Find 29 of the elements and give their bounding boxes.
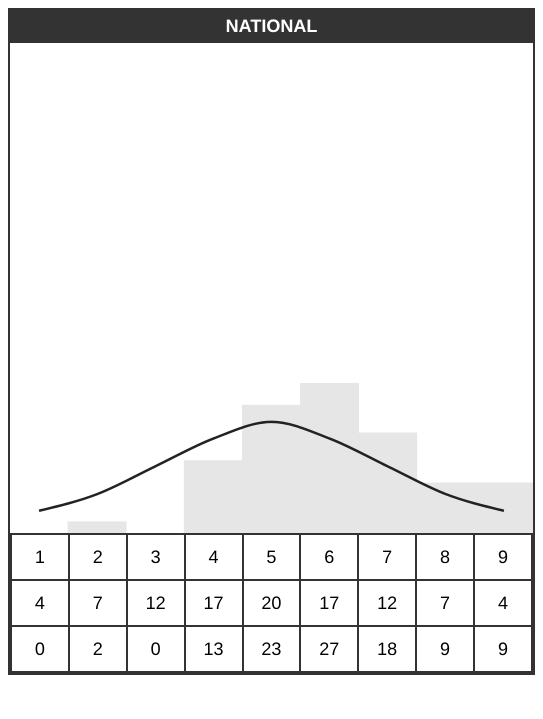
- chart-title: NATIONAL: [10, 10, 533, 43]
- data-label: 2: [68, 626, 127, 672]
- x-tick-label: 3: [126, 534, 185, 580]
- data-label: 4: [11, 580, 69, 626]
- x-tick-label: 2: [68, 534, 127, 580]
- x-tick-label: 4: [184, 534, 242, 580]
- data-label: 12: [358, 580, 416, 626]
- data-label: 12: [126, 580, 185, 626]
- x-tick-label: 5: [242, 534, 300, 580]
- data-label: 7: [416, 580, 474, 626]
- data-label: 9: [474, 626, 532, 672]
- data-label: 17: [300, 580, 358, 626]
- x-tick-label: 7: [358, 534, 416, 580]
- data-label: 7: [68, 580, 127, 626]
- bar: [68, 521, 127, 533]
- data-label: 17: [184, 580, 242, 626]
- data-label: 23: [242, 626, 300, 672]
- data-label: 0: [11, 626, 69, 672]
- data-label: 18: [358, 626, 416, 672]
- x-tick-label: 6: [300, 534, 358, 580]
- data-label: 0: [126, 626, 185, 672]
- x-tick-label: 8: [416, 534, 474, 580]
- data-label: 4: [474, 580, 532, 626]
- x-tick-label: 1: [11, 534, 69, 580]
- data-label: 9: [416, 626, 474, 672]
- data-label: 13: [184, 626, 242, 672]
- data-label: 20: [242, 580, 300, 626]
- data-label: 27: [300, 626, 358, 672]
- x-tick-label: 9: [474, 534, 532, 580]
